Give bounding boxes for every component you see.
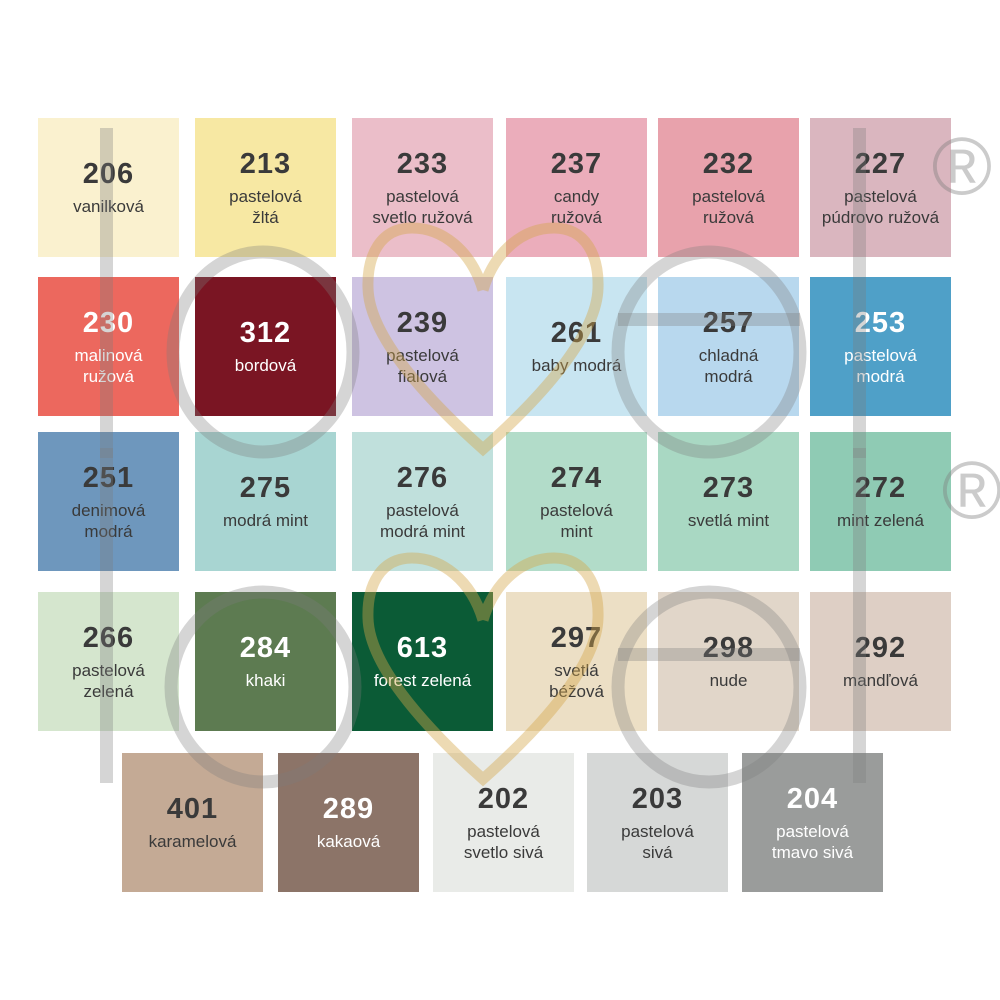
swatch-266: 266 pastelová zelená [38, 592, 179, 731]
swatch-code: 204 [786, 782, 839, 815]
swatch-298: 298 nude [658, 592, 799, 731]
swatch-code: 276 [396, 461, 449, 494]
swatch-name: denimová modrá [71, 500, 146, 541]
swatch-name: baby modrá [531, 356, 622, 375]
swatch-261: 261 baby modrá [506, 277, 647, 416]
swatch-code: 284 [239, 632, 292, 664]
swatch-275: 275 modrá mint [195, 432, 336, 571]
swatch-code: 273 [702, 472, 755, 504]
swatch-name: mandľová [843, 671, 918, 690]
swatch-code: 237 [550, 147, 603, 180]
swatch-name: pastelová žltá [229, 186, 302, 227]
swatch-code: 275 [239, 472, 292, 504]
swatch-name: khaki [245, 671, 286, 690]
swatch-name: vanilková [73, 197, 144, 216]
swatch-253: 253 pastelová modrá [810, 277, 951, 416]
swatch-code: 613 [396, 632, 449, 664]
swatch-code: 292 [854, 632, 907, 664]
swatch-code: 206 [82, 158, 135, 190]
swatch-name: pastelová zelená [72, 660, 145, 701]
swatch-code: 230 [82, 306, 135, 339]
swatch-274: 274 pastelová mint [506, 432, 647, 571]
swatch-code: 227 [854, 147, 907, 180]
swatch-code: 253 [854, 306, 907, 339]
swatch-code: 233 [396, 147, 449, 180]
swatch-name: pastelová sivá [621, 821, 694, 862]
swatch-204: 204 pastelová tmavo sivá [742, 753, 883, 892]
swatch-code: 251 [82, 461, 135, 494]
swatch-code: 289 [322, 793, 375, 825]
swatch-233: 233 pastelová svetlo ružová [352, 118, 493, 257]
swatch-name: pastelová púdrovo ružová [821, 186, 940, 227]
swatch-name: modrá mint [222, 511, 309, 530]
swatch-name: svetlá mint [687, 511, 770, 530]
swatch-code: 261 [550, 317, 603, 349]
swatch-name: pastelová mint [540, 500, 613, 541]
swatch-257: 257 chladná modrá [658, 277, 799, 416]
swatch-code: 257 [702, 306, 755, 339]
swatch-name: chladná modrá [698, 345, 759, 386]
swatch-name: malinová ružová [74, 345, 143, 386]
swatch-name: candy ružová [550, 186, 603, 227]
swatch-code: 272 [854, 472, 907, 504]
swatch-name: pastelová fialová [386, 345, 459, 386]
swatch-237: 237 candy ružová [506, 118, 647, 257]
swatch-239: 239 pastelová fialová [352, 277, 493, 416]
swatch-230: 230 malinová ružová [38, 277, 179, 416]
swatch-name: mint zelená [837, 511, 924, 530]
swatch-name: nude [709, 671, 748, 690]
swatch-202: 202 pastelová svetlo sivá [433, 753, 574, 892]
swatch-name: pastelová modrá [844, 345, 917, 386]
swatch-code: 232 [702, 147, 755, 180]
swatch-206: 206 vanilková [38, 118, 179, 257]
swatch-code: 266 [82, 621, 135, 654]
swatch-name: pastelová ružová [692, 186, 765, 227]
swatch-name: forest zelená [373, 671, 472, 690]
swatch-code: 203 [631, 782, 684, 815]
swatch-292: 292 mandľová [810, 592, 951, 731]
swatch-312: 312 bordová [195, 277, 336, 416]
swatch-name: bordová [234, 356, 297, 375]
swatch-203: 203 pastelová sivá [587, 753, 728, 892]
swatch-276: 276 pastelová modrá mint [352, 432, 493, 571]
swatch-213: 213 pastelová žltá [195, 118, 336, 257]
swatch-code: 239 [396, 306, 449, 339]
swatch-297: 297 svetlá béžová [506, 592, 647, 731]
swatch-227: 227 pastelová púdrovo ružová [810, 118, 951, 257]
swatch-273: 273 svetlá mint [658, 432, 799, 571]
swatch-name: pastelová tmavo sivá [771, 821, 854, 862]
swatch-code: 298 [702, 632, 755, 664]
swatch-name: pastelová svetlo ružová [372, 186, 473, 227]
swatch-name: pastelová modrá mint [379, 500, 466, 541]
swatch-code: 312 [239, 317, 292, 349]
swatch-401: 401 karamelová [122, 753, 263, 892]
swatch-613: 613 forest zelená [352, 592, 493, 731]
swatch-code: 297 [550, 621, 603, 654]
swatch-284: 284 khaki [195, 592, 336, 731]
swatch-name: pastelová svetlo sivá [463, 821, 544, 862]
swatch-code: 213 [239, 147, 292, 180]
swatch-251: 251 denimová modrá [38, 432, 179, 571]
swatch-code: 202 [477, 782, 530, 815]
swatch-name: svetlá béžová [549, 660, 604, 701]
swatch-name: karamelová [148, 832, 237, 851]
swatch-232: 232 pastelová ružová [658, 118, 799, 257]
swatch-code: 401 [166, 793, 219, 825]
swatch-code: 274 [550, 461, 603, 494]
swatch-272: 272 mint zelená [810, 432, 951, 571]
swatch-name: kakaová [316, 832, 381, 851]
swatch-289: 289 kakaová [278, 753, 419, 892]
